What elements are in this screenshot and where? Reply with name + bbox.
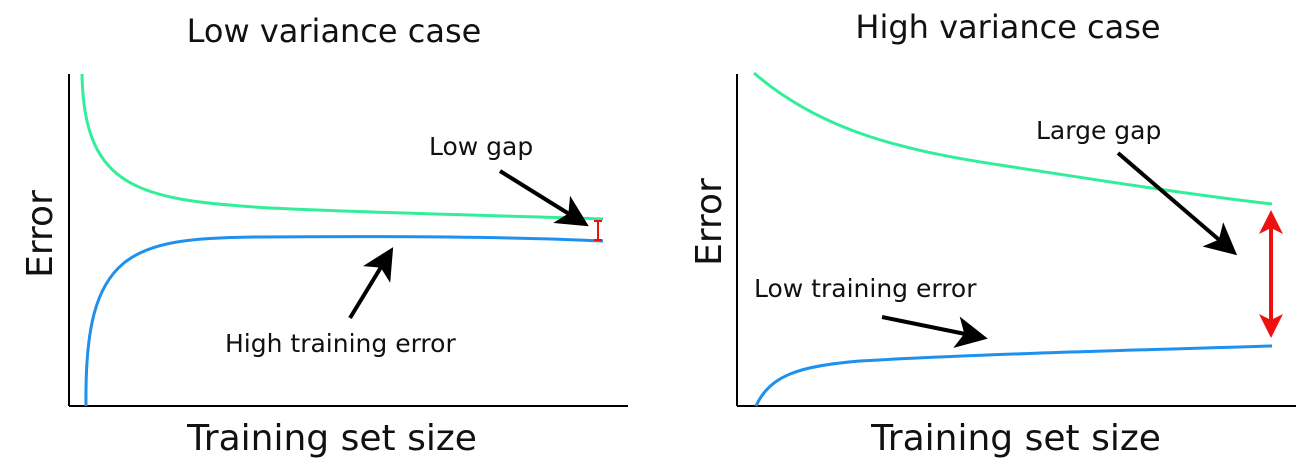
- arrow-low-training-error: [881, 315, 988, 348]
- chart-high-variance: High variance case Error Training set si…: [689, 8, 1296, 459]
- arrow-high-training-error: [348, 247, 394, 320]
- chart-low-variance: Low variance case Error Training set siz…: [20, 12, 628, 459]
- annotation-low-gap: Low gap: [429, 132, 533, 161]
- annotation-high-training-error: High training error: [225, 329, 456, 358]
- x-axis-label: Training set size: [186, 418, 477, 459]
- training-error-curve: [754, 344, 1273, 407]
- arrow-low-gap: [498, 169, 589, 227]
- chart-title-high-variance: High variance case: [855, 8, 1160, 46]
- annotation-large-gap: Large gap: [1036, 116, 1161, 145]
- validation-error-curve: [80, 73, 604, 221]
- validation-error-curve: [753, 71, 1273, 206]
- annotation-low-training-error: Low training error: [754, 274, 977, 303]
- x-axis-label: Training set size: [870, 418, 1161, 459]
- training-error-curve: [84, 235, 604, 407]
- y-axis-label: Error: [689, 178, 730, 266]
- arrow-large-gap: [1116, 151, 1238, 256]
- chart-title-low-variance: Low variance case: [187, 12, 482, 50]
- y-axis-label: Error: [20, 190, 61, 278]
